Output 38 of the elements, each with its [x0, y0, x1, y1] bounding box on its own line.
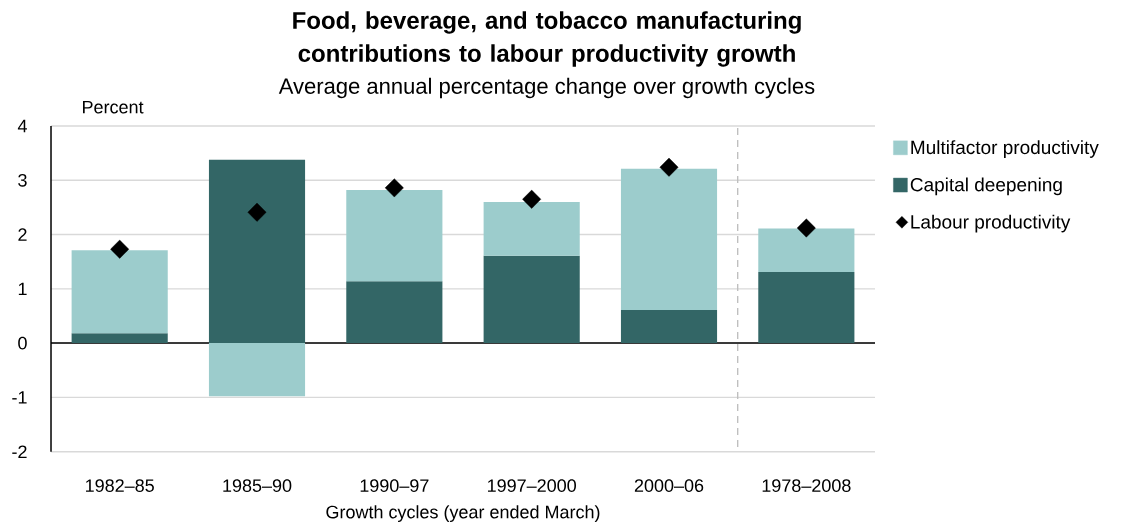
chart-title: Food, beverage, and tobacco manufacturing contributions to labour productivity growth: [293, 11, 801, 67]
y-tick-label: 0: [18, 336, 27, 350]
point: [384, 178, 404, 198]
y-axis-title: Percent: [83, 100, 144, 114]
bar: [71, 250, 168, 334]
y-tick-label: 1: [18, 282, 27, 296]
point: [659, 157, 679, 177]
bar: [620, 168, 718, 311]
x-axis-title: Growth cycles (year ended March): [326, 505, 600, 522]
bar: [346, 190, 443, 282]
bar: [758, 272, 855, 344]
chart-subtitle: Average annual percentage change over growth cycles: [278, 77, 815, 99]
point: [110, 239, 130, 259]
x-tick-label: 1978–2008: [762, 479, 851, 492]
bar: [758, 228, 855, 273]
point: [247, 202, 267, 222]
point: [796, 218, 816, 238]
x-tick-label: 2000–06: [634, 479, 704, 492]
y-tick-label: -2: [12, 445, 27, 458]
bar: [208, 159, 306, 344]
legend-label: Labour productivity: [911, 214, 1071, 233]
x-tick-label: 1985–90: [223, 479, 292, 492]
y-tick-label: 2: [18, 228, 27, 241]
bar: [346, 281, 443, 344]
bar: [620, 310, 718, 344]
legend-label: Capital deepening: [910, 177, 1062, 196]
x-tick-label: 1982–85: [86, 479, 154, 492]
bar: [483, 255, 580, 344]
y-tick-label: -1: [12, 391, 27, 404]
y-tick-label: 4: [17, 119, 27, 133]
y-tick-label: 3: [18, 173, 27, 187]
x-tick-label: 1997–2000: [488, 479, 576, 492]
point: [522, 189, 542, 209]
bar: [71, 333, 168, 344]
legend-label: Multifactor productivity: [911, 140, 1099, 158]
bar: [208, 343, 306, 397]
bar: [483, 201, 580, 256]
x-tick-label: 1990–97: [360, 479, 429, 492]
